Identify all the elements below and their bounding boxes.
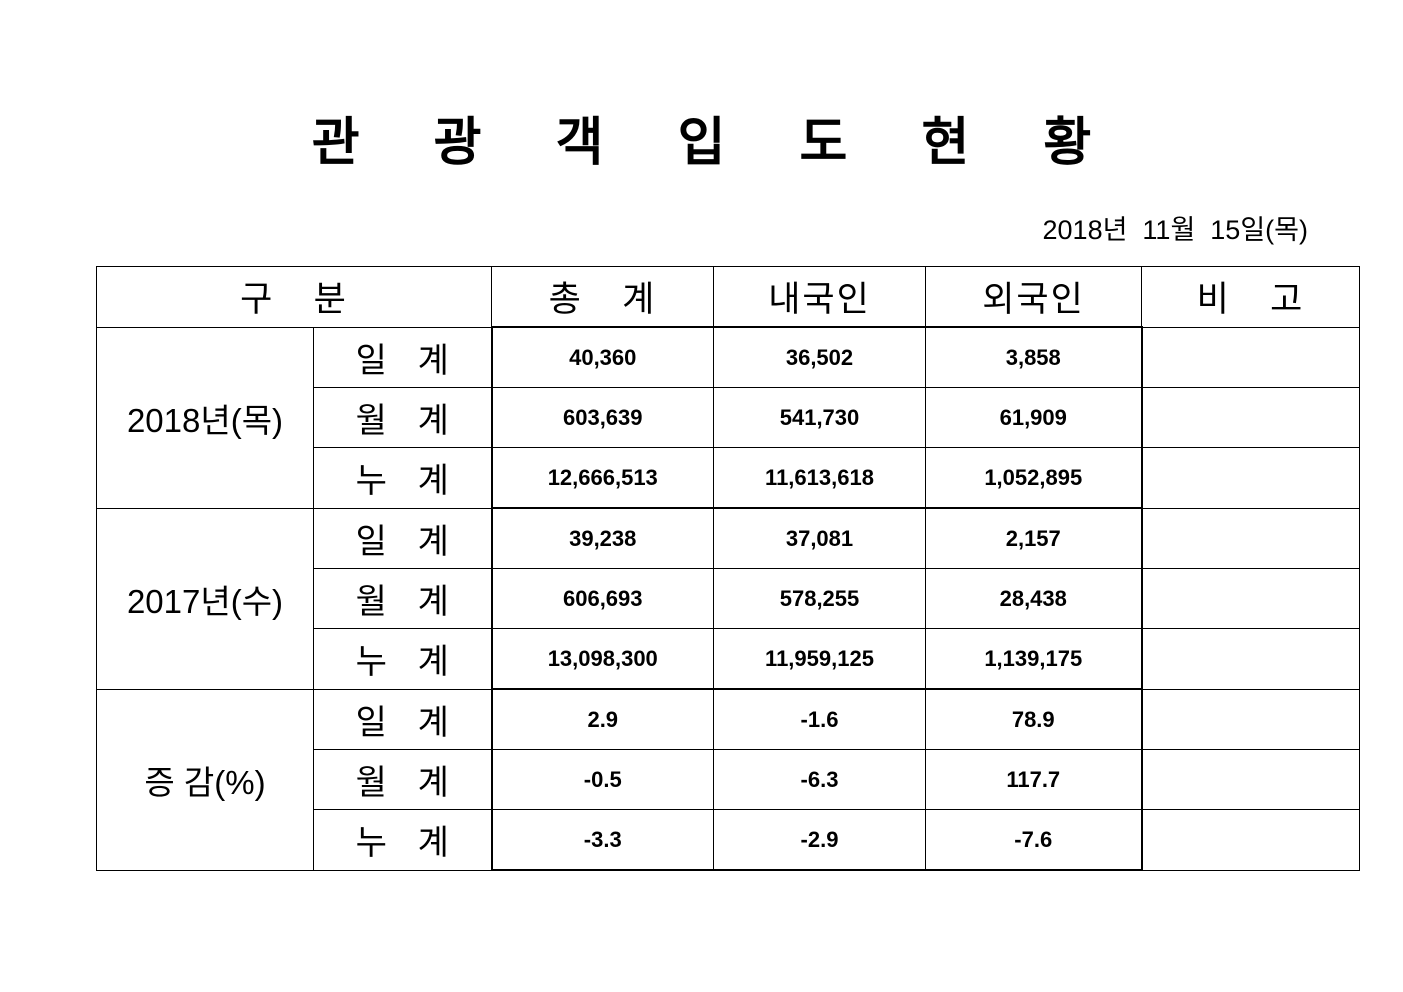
cell-domestic: -1.6 [713,688,926,750]
header-foreign: 외국인 [925,266,1142,328]
table-row: 월 계 606,693 578,255 28,438 [97,568,1360,629]
cell-foreign: 1,139,175 [925,628,1143,690]
group-label-2018: 2018년(목) [96,326,314,509]
cell-remarks [1141,326,1360,388]
cell-remarks [1141,809,1360,871]
row-label: 월 계 [313,749,492,810]
row-label: 월 계 [313,568,492,629]
row-label: 일 계 [313,507,492,569]
report-date: 2018년 11월 15일(목) [1042,215,1308,245]
row-label: 누 계 [313,809,492,871]
cell-foreign: 3,858 [925,326,1143,388]
group-label-2017: 2017년(수) [96,507,314,690]
table-row: 2018년(목) 일 계 40,360 36,502 3,858 [96,326,1360,509]
tourist-arrivals-table: 구 분 총 계 내국인 외국인 비 고 2018년(목) 일 계 40,360 … [96,266,1360,871]
table-row: 월 계 603,639 541,730 61,909 [97,387,1360,448]
cell-domestic: -6.3 [713,749,926,810]
cell-foreign: -7.6 [925,809,1143,871]
cell-foreign: 61,909 [925,387,1143,448]
cell-remarks [1141,688,1360,750]
header-remarks: 비 고 [1141,266,1360,328]
cell-foreign: 78.9 [925,688,1143,750]
cell-remarks [1141,749,1360,810]
cell-remarks [1141,628,1360,690]
row-label: 월 계 [313,387,492,448]
header-row: 구 분 총 계 내국인 외국인 비 고 [96,266,1360,328]
cell-domestic: 541,730 [713,387,926,448]
cell-remarks [1141,568,1360,629]
cell-total: -0.5 [490,749,714,810]
cell-remarks [1141,387,1360,448]
table-row: 누 계 13,098,300 11,959,125 1,139,175 [97,628,1360,690]
document-title: 관 광 객 입 도 현 황 [311,113,1120,173]
group-label-change: 증 감(%) [96,688,314,871]
cell-foreign: 28,438 [925,568,1143,629]
row-label: 일 계 [313,326,492,388]
cell-foreign: 2,157 [925,507,1143,569]
cell-domestic: 37,081 [713,507,926,569]
cell-total: 12,666,513 [490,447,714,509]
header-total: 총 계 [491,266,714,328]
cell-domestic: 578,255 [713,568,926,629]
cell-foreign: 1,052,895 [925,447,1143,509]
table-row: 증 감(%) 일 계 2.9 -1.6 78.9 [96,688,1360,871]
cell-remarks [1141,447,1360,509]
table-row: 누 계 -3.3 -2.9 -7.6 [97,809,1360,871]
cell-foreign: 117.7 [925,749,1143,810]
cell-domestic: 11,959,125 [713,628,926,690]
cell-domestic: -2.9 [713,809,926,871]
row-label: 누 계 [313,447,492,509]
table-row: 2017년(수) 일 계 39,238 37,081 2,157 [96,507,1360,690]
cell-domestic: 11,613,618 [713,447,926,509]
header-domestic: 내국인 [713,266,926,328]
table-row: 누 계 12,666,513 11,613,618 1,052,895 [97,447,1360,509]
cell-domestic: 36,502 [713,326,926,388]
row-label: 누 계 [313,628,492,690]
cell-total: -3.3 [490,809,714,871]
row-label: 일 계 [313,688,492,750]
cell-total: 13,098,300 [490,628,714,690]
header-category: 구 분 [96,266,492,328]
cell-total: 606,693 [490,568,714,629]
cell-total: 40,360 [490,326,714,388]
cell-remarks [1141,507,1360,569]
cell-total: 2.9 [490,688,714,750]
table-row: 월 계 -0.5 -6.3 117.7 [97,749,1360,810]
cell-total: 39,238 [490,507,714,569]
cell-total: 603,639 [490,387,714,448]
